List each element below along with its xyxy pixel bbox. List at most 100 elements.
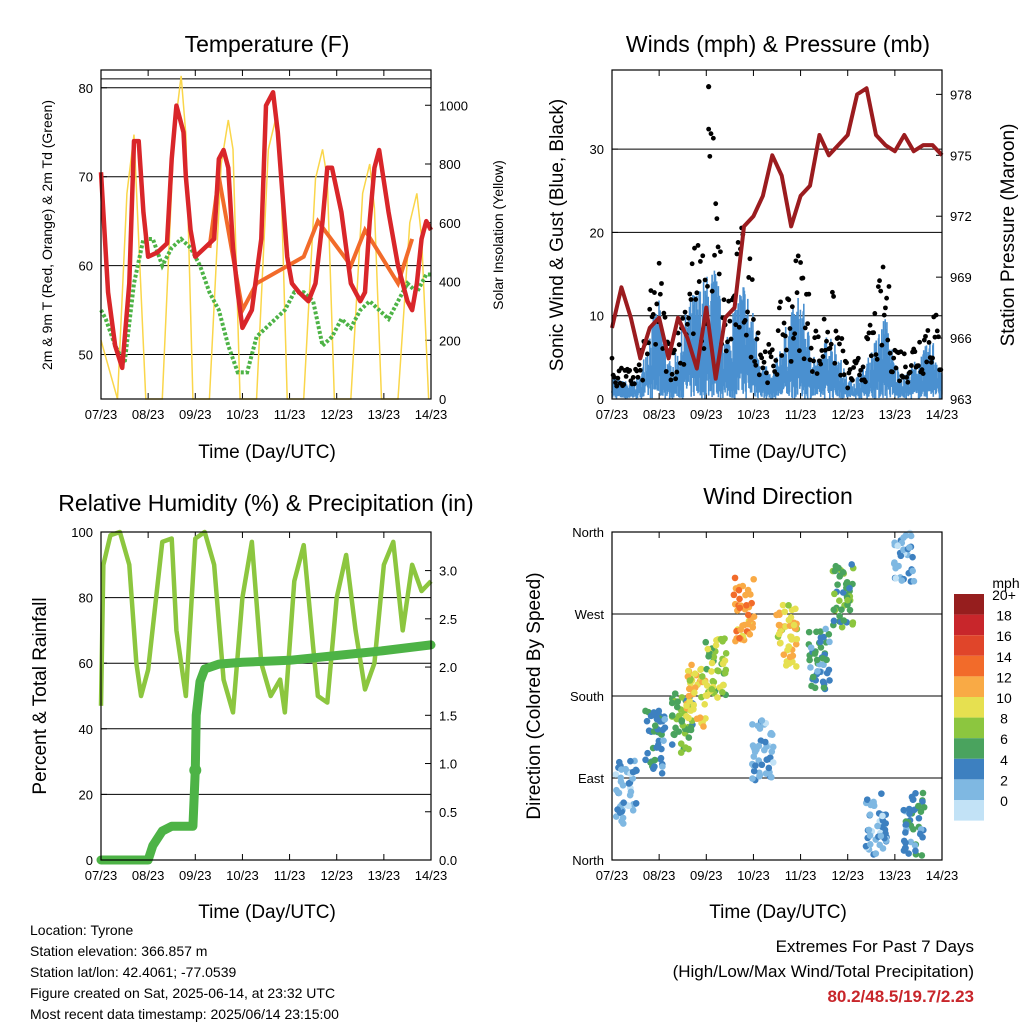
legend-label: 16 <box>996 628 1012 644</box>
direction-point <box>769 759 777 766</box>
y-tick-label: 80 <box>79 591 93 606</box>
gust-point <box>921 337 927 343</box>
gust-point <box>883 305 888 311</box>
direction-point <box>677 749 685 756</box>
gust-point <box>705 283 710 289</box>
x-tick-label: 08/23 <box>643 407 676 422</box>
winds-ylabel: Sonic Wind & Gust (Blue, Black) <box>547 99 568 371</box>
gust-point <box>716 271 722 277</box>
gust-point <box>858 367 864 373</box>
gust-point <box>680 315 686 321</box>
direction-point <box>843 578 851 586</box>
gust-point <box>623 374 629 379</box>
humidity-ylabel: Percent & Total Rainfall <box>30 597 51 794</box>
y-tick-label: 60 <box>79 656 93 671</box>
direction-point <box>900 806 908 814</box>
legend-label: 10 <box>996 690 1012 706</box>
gust-point <box>773 358 779 363</box>
gust-point <box>784 347 789 353</box>
y2-tick-label: 0 <box>439 392 446 407</box>
direction-ylabel: Direction (Colored By Speed) <box>524 572 545 819</box>
direction-point <box>900 837 908 845</box>
gust-point <box>872 311 878 316</box>
direction-point <box>746 631 754 638</box>
direction-points <box>612 529 928 859</box>
direction-xlabel: Time (Day/UTC) <box>709 902 847 923</box>
plot-frame <box>100 531 432 861</box>
direction-point <box>755 742 763 750</box>
legend-swatch <box>954 758 984 780</box>
x-tick-label: 14/23 <box>415 407 448 422</box>
direction-point <box>701 701 708 708</box>
y-tick-label: 30 <box>590 142 604 157</box>
direction-point <box>629 768 637 776</box>
direction-title: Wind Direction <box>703 483 853 509</box>
direction-point <box>765 755 772 763</box>
direction-point <box>668 741 676 748</box>
y-tick-label: 0 <box>597 392 604 407</box>
direction-legend-title: mph <box>992 575 1019 591</box>
direction-point <box>817 628 824 635</box>
direction-point <box>642 756 649 764</box>
direction-point <box>697 665 705 673</box>
direction-point <box>788 636 795 643</box>
gust-point <box>707 153 713 159</box>
direction-point <box>909 825 917 833</box>
direction-point <box>653 715 661 723</box>
legend-label: 6 <box>1000 731 1008 747</box>
legend-swatch <box>954 738 984 759</box>
direction-point <box>874 822 881 830</box>
gust-point <box>713 201 719 207</box>
gust-point <box>805 321 811 327</box>
direction-point <box>660 737 667 744</box>
gust-point <box>759 355 765 361</box>
gust-point <box>753 362 759 368</box>
gust-point <box>924 359 930 365</box>
direction-point <box>807 664 814 671</box>
winds-panel: Winds (mph) & Pressure (mb) Time (Day/UT… <box>547 31 1019 463</box>
gust-point <box>832 360 838 366</box>
gust-point <box>701 346 707 351</box>
gust-point <box>781 320 787 326</box>
gust-point <box>850 377 855 383</box>
gust-point <box>647 306 653 312</box>
direction-point <box>866 832 874 839</box>
gust-point <box>912 349 918 355</box>
gust-point <box>654 301 660 307</box>
direction-point <box>838 623 846 631</box>
gust-point <box>891 355 897 361</box>
y-tick-label: 70 <box>79 170 93 185</box>
gust-point <box>789 304 795 310</box>
direction-point <box>756 771 764 779</box>
direction-point <box>719 638 726 645</box>
gust-point <box>829 289 835 295</box>
gust-point <box>657 291 663 297</box>
direction-point <box>708 668 715 675</box>
direction-point <box>684 667 692 675</box>
legend-label: 8 <box>1000 711 1008 727</box>
gust-point <box>801 356 807 362</box>
direction-point <box>894 542 902 550</box>
extremes-values: 80.2/48.5/19.7/2.23 <box>827 987 974 1006</box>
y2-tick-label: 0.5 <box>439 805 457 820</box>
direction-point <box>825 630 833 638</box>
direction-point <box>749 775 756 782</box>
direction-point <box>674 698 681 705</box>
y-tick-label: South <box>570 689 604 704</box>
gust-point <box>808 345 814 351</box>
gust-point <box>925 328 931 333</box>
direction-point <box>846 606 854 614</box>
direction-point <box>793 663 800 670</box>
gust-point <box>794 290 800 296</box>
gust-point <box>734 251 740 257</box>
direction-point <box>785 643 793 650</box>
gust-point <box>786 297 792 303</box>
direction-point <box>661 724 669 731</box>
direction-point <box>614 806 621 813</box>
direction-point <box>779 601 787 609</box>
direction-point <box>712 642 720 649</box>
gust-point <box>682 309 688 315</box>
direction-point <box>691 684 699 691</box>
gust-point <box>635 374 641 380</box>
legend-label: 2 <box>1000 772 1008 788</box>
